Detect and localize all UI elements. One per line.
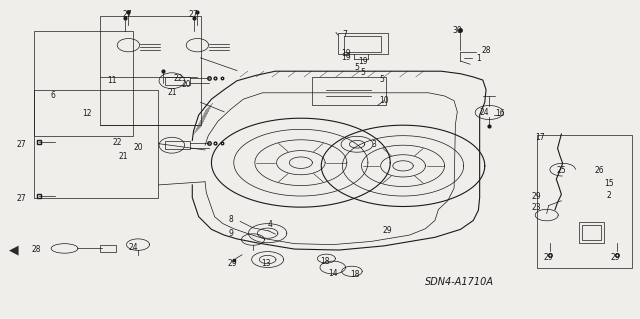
Text: 13: 13: [261, 259, 271, 268]
Text: 17: 17: [536, 133, 545, 142]
Bar: [312, 77, 386, 105]
Text: 29: 29: [227, 259, 237, 268]
Text: 18: 18: [321, 257, 330, 266]
Text: 14: 14: [328, 269, 337, 278]
Text: 22: 22: [173, 74, 183, 83]
Bar: [34, 90, 159, 197]
Text: 15: 15: [604, 179, 614, 188]
Bar: [582, 225, 601, 241]
Bar: [34, 31, 133, 136]
Text: 11: 11: [108, 76, 117, 85]
Text: 5: 5: [360, 68, 365, 77]
Text: 3: 3: [372, 140, 377, 149]
Text: 8: 8: [228, 215, 233, 224]
Text: 16: 16: [495, 109, 505, 118]
Bar: [166, 77, 189, 85]
Text: 18: 18: [350, 270, 360, 279]
Text: 22: 22: [112, 137, 122, 146]
Text: 23: 23: [531, 203, 541, 212]
Text: 5: 5: [379, 75, 384, 84]
Text: 30: 30: [452, 26, 462, 35]
Text: 21: 21: [118, 152, 128, 161]
Bar: [100, 245, 116, 252]
Bar: [537, 135, 632, 268]
Text: SDN4-A1710A: SDN4-A1710A: [426, 277, 494, 287]
Text: 24: 24: [129, 243, 138, 252]
Text: 20: 20: [181, 80, 191, 89]
Text: 9: 9: [228, 229, 233, 238]
Text: 24: 24: [480, 108, 490, 117]
Text: 29: 29: [531, 191, 541, 201]
Text: 28: 28: [481, 46, 491, 56]
Text: 19: 19: [340, 48, 350, 58]
Text: 20: 20: [133, 143, 143, 152]
Text: 19: 19: [340, 53, 350, 62]
Text: 27: 27: [16, 194, 26, 203]
Text: 10: 10: [379, 96, 388, 105]
Bar: [338, 33, 388, 54]
Text: 19: 19: [358, 57, 368, 66]
Text: 26: 26: [595, 166, 605, 175]
Text: 1: 1: [476, 54, 481, 63]
Text: 2: 2: [606, 190, 611, 200]
Bar: [579, 222, 604, 243]
Text: 12: 12: [82, 109, 92, 118]
Text: ◀: ◀: [9, 243, 19, 256]
Text: 29: 29: [610, 254, 620, 263]
Text: 4: 4: [268, 220, 273, 229]
Text: 5: 5: [354, 63, 359, 72]
Text: 6: 6: [51, 92, 56, 100]
Text: 29: 29: [544, 254, 554, 263]
Text: 28: 28: [31, 245, 41, 254]
Bar: [344, 36, 381, 51]
Text: 29: 29: [382, 226, 392, 235]
Text: 27: 27: [189, 10, 198, 19]
Text: 25: 25: [557, 166, 566, 175]
Text: 7: 7: [342, 31, 347, 40]
Text: 27: 27: [16, 140, 26, 149]
Text: 27: 27: [122, 10, 132, 19]
Bar: [100, 16, 200, 125]
Bar: [166, 141, 189, 149]
Text: 21: 21: [167, 88, 177, 97]
